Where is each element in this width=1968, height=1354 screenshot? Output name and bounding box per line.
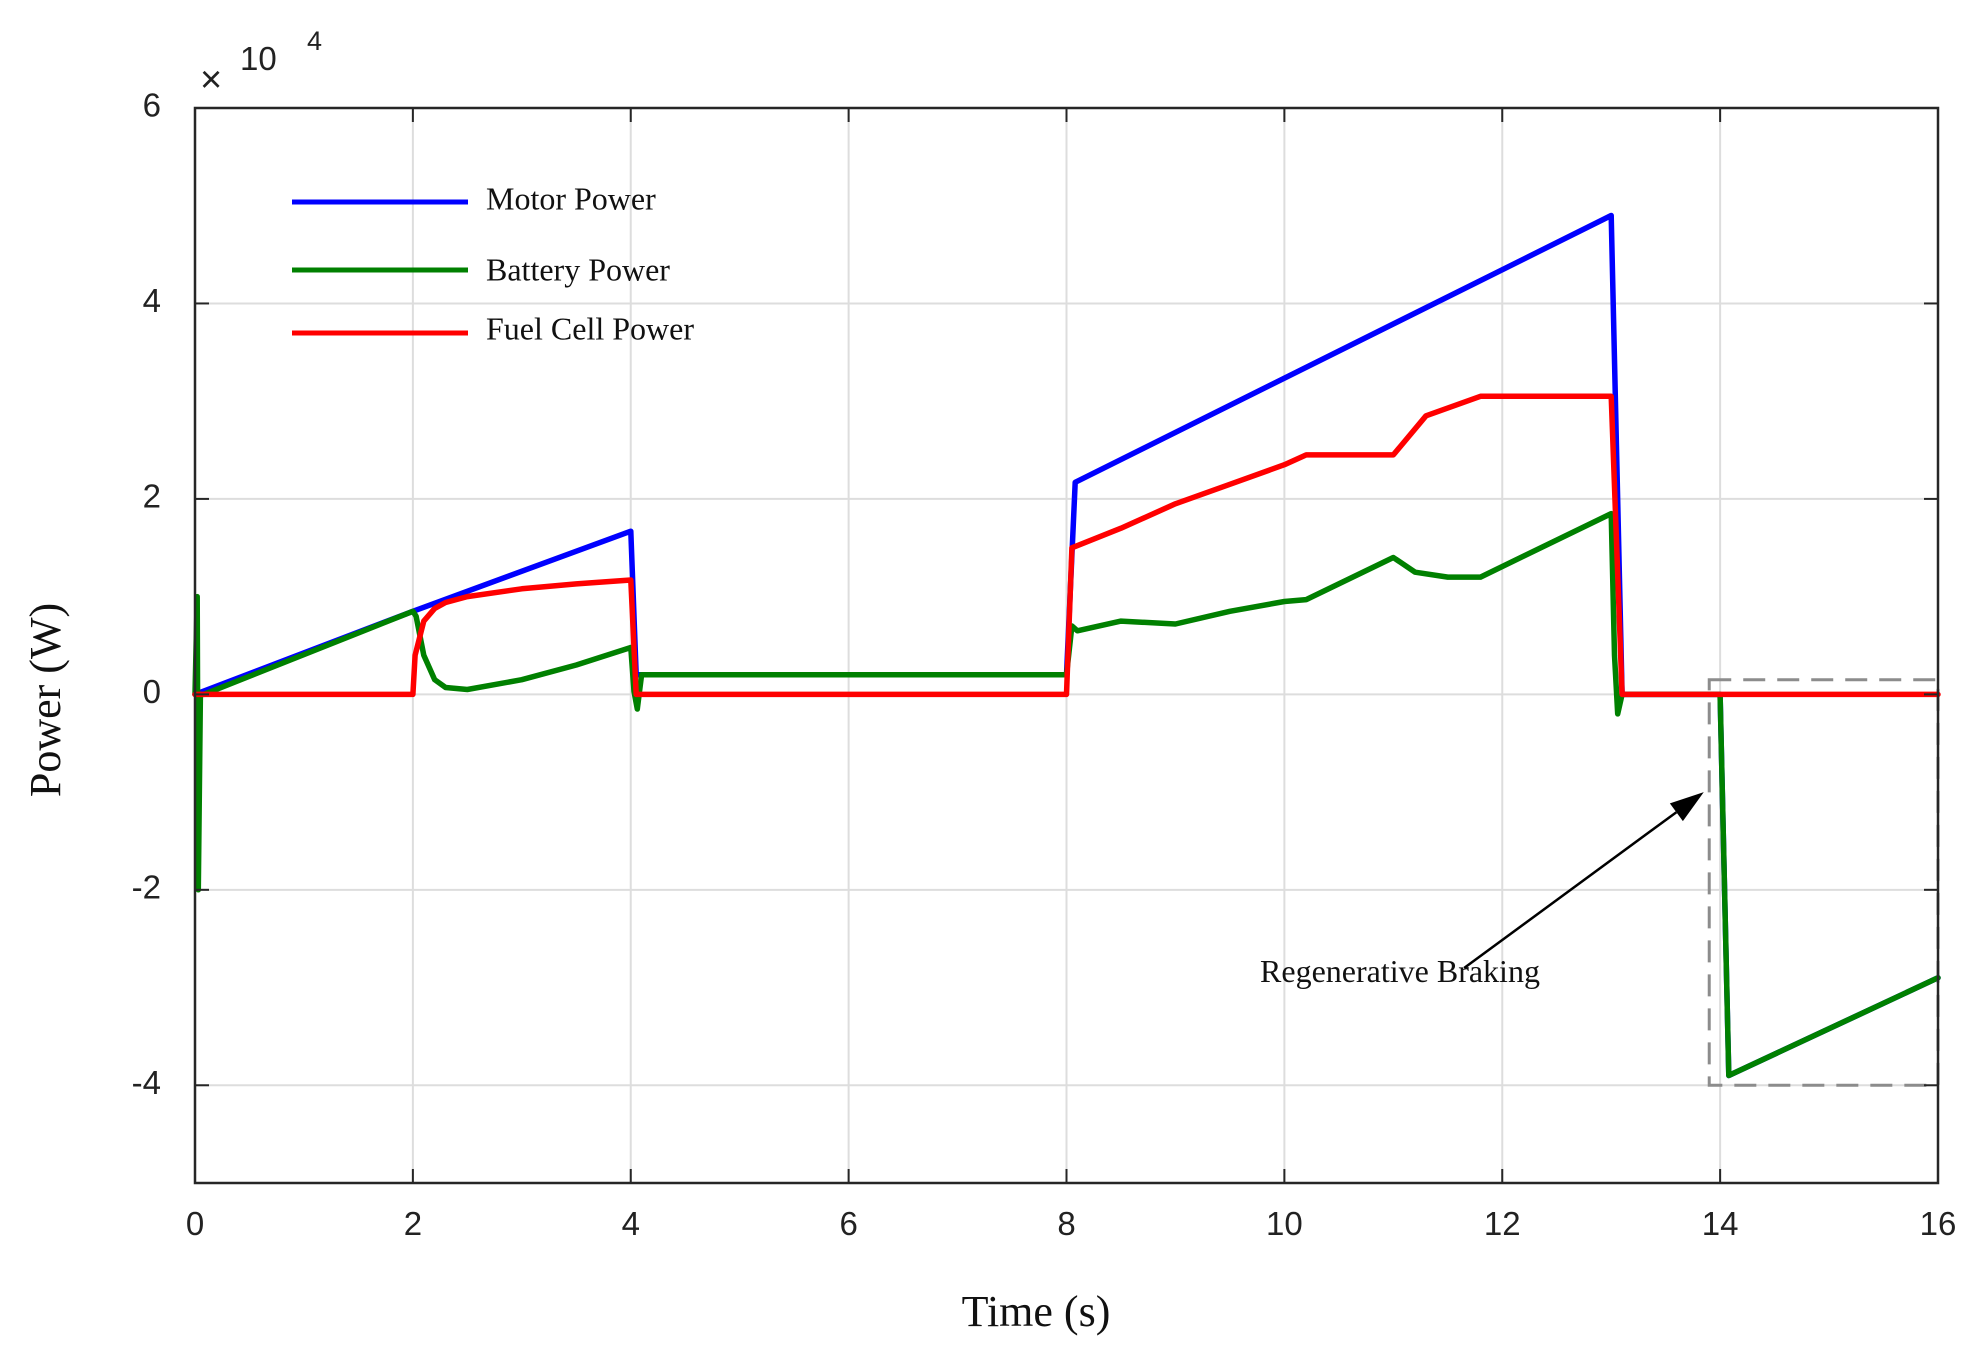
x-axis-title: Time (s) <box>962 1287 1111 1336</box>
tick-marks <box>194 107 1939 1183</box>
x-tick-label: 0 <box>186 1205 204 1242</box>
x-tick-label: 10 <box>1266 1205 1303 1242</box>
legend: Motor Power Battery Power Fuel Cell Powe… <box>292 180 694 346</box>
x-tick-labels: 0 2 4 6 8 10 12 14 16 <box>186 1205 1957 1242</box>
x-tick-label: 4 <box>622 1205 640 1242</box>
annotation-dashed-box <box>1707 678 1940 1087</box>
x-tick-label: 2 <box>404 1205 422 1242</box>
x-tick-label: 8 <box>1057 1205 1075 1242</box>
legend-label-battery-power: Battery Power <box>486 251 670 287</box>
multiplier-times: × <box>200 59 222 101</box>
series-line-fuel-cell-power <box>192 393 1941 698</box>
regenerative-braking-annotation: Regenerative Braking <box>1260 792 1704 989</box>
annotation-label: Regenerative Braking <box>1260 953 1540 989</box>
x-tick-label: 14 <box>1702 1205 1739 1242</box>
series-lines <box>192 212 1941 1079</box>
x-tick-label: 6 <box>839 1205 857 1242</box>
legend-label-fuel-cell-power: Fuel Cell Power <box>486 310 694 346</box>
y-tick-label: 2 <box>143 478 161 515</box>
y-axis-multiplier: × 10 4 <box>200 26 322 101</box>
multiplier-base: 10 <box>240 40 277 77</box>
y-tick-label: -4 <box>132 1064 161 1101</box>
y-tick-label: 0 <box>143 673 161 710</box>
y-tick-label: -2 <box>132 869 161 906</box>
legend-label-motor-power: Motor Power <box>486 180 656 216</box>
y-tick-label: 6 <box>143 87 161 124</box>
annotation-arrow <box>1463 811 1678 970</box>
y-tick-label: 4 <box>143 282 161 319</box>
annotation-arrow-head <box>1669 792 1704 822</box>
annotation-box <box>1707 678 1940 1087</box>
y-axis-title: Power (W) <box>21 603 70 797</box>
y-tick-labels: -4 -2 0 2 4 6 <box>132 87 161 1101</box>
x-tick-label: 12 <box>1484 1205 1521 1242</box>
x-tick-label: 16 <box>1920 1205 1957 1242</box>
multiplier-exponent: 4 <box>307 26 322 56</box>
